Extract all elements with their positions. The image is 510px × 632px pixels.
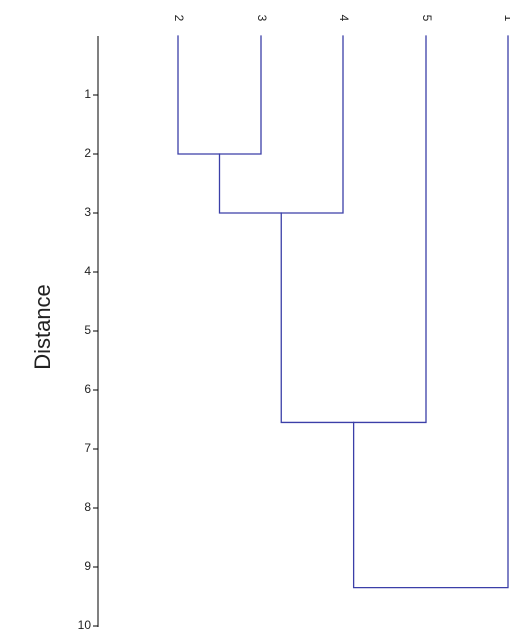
y-tick-label-1: 1 bbox=[84, 87, 91, 101]
y-tick-label-6: 6 bbox=[84, 382, 91, 396]
leaf-label-5: 5 bbox=[420, 15, 434, 22]
dendrogram-links bbox=[177, 35, 509, 589]
leaf-label-1: 1 bbox=[502, 15, 510, 22]
leaf-label-2: 2 bbox=[172, 15, 186, 22]
y-tick-label-3: 3 bbox=[84, 205, 91, 219]
y-tick-label-5: 5 bbox=[84, 323, 91, 337]
y-axis-ticks: 1 2 3 4 5 6 7 8 9 10 bbox=[78, 87, 98, 632]
leaf-label-3: 3 bbox=[255, 15, 269, 22]
dendrogram-link-2 bbox=[218, 35, 344, 214]
leaf-labels: 2 3 4 5 1 bbox=[172, 15, 510, 22]
y-tick-label-7: 7 bbox=[84, 441, 91, 455]
y-tick-label-2: 2 bbox=[84, 146, 91, 160]
y-tick-label-9: 9 bbox=[84, 559, 91, 573]
leaf-label-4: 4 bbox=[337, 15, 351, 22]
dendrogram-link-1 bbox=[177, 35, 262, 155]
y-axis-title: Distance bbox=[30, 284, 55, 370]
dendrogram-link-4 bbox=[352, 35, 509, 589]
y-tick-label-4: 4 bbox=[84, 264, 91, 278]
y-tick-label-8: 8 bbox=[84, 500, 91, 514]
dendrogram-link-3 bbox=[280, 35, 427, 424]
y-tick-label-10: 10 bbox=[78, 618, 92, 632]
